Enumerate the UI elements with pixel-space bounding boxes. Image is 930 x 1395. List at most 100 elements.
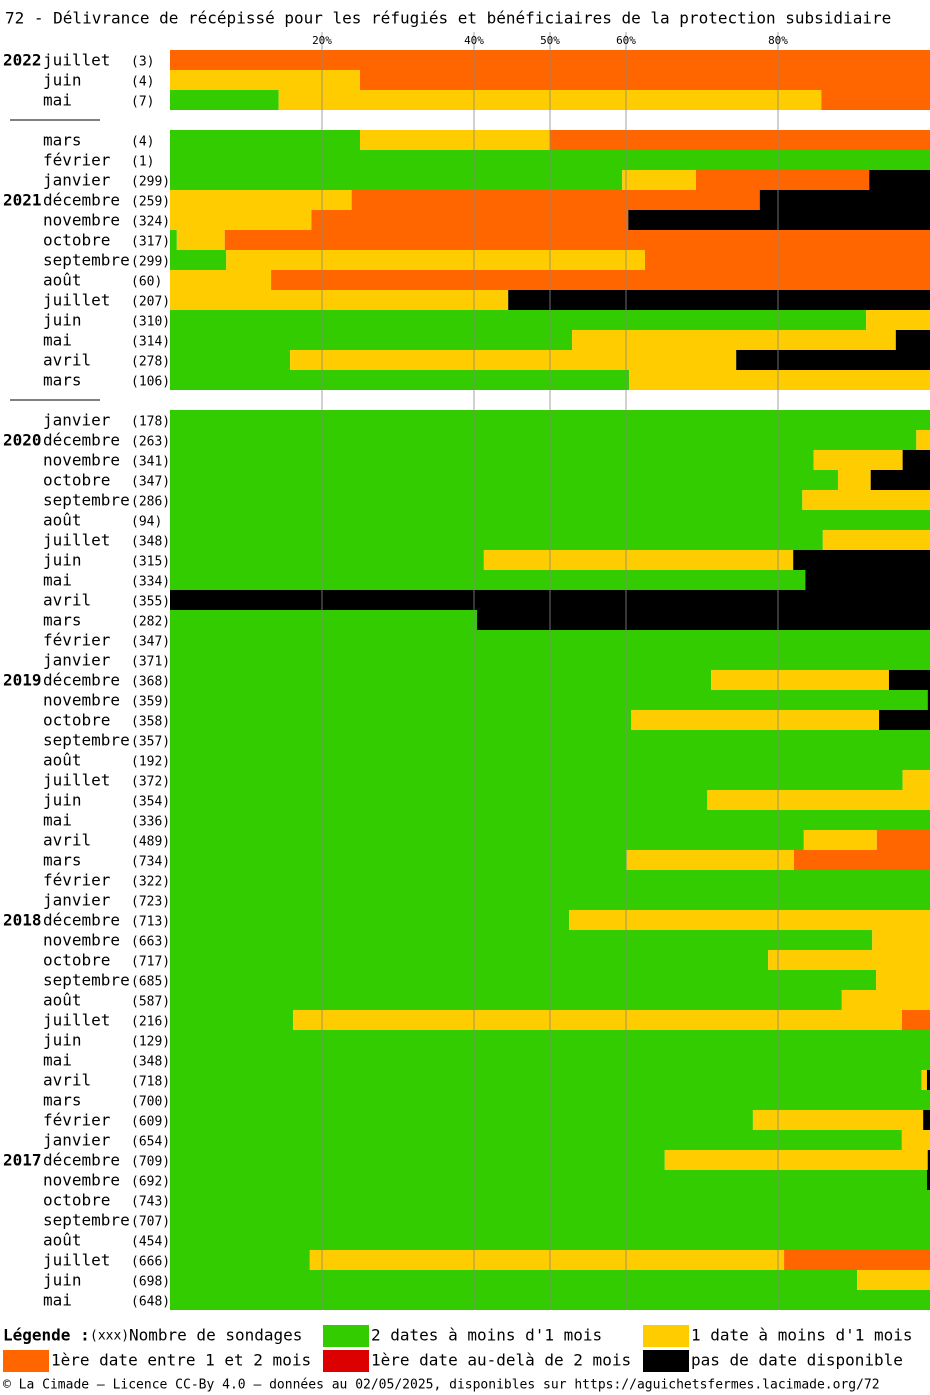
bar-segment	[170, 130, 360, 150]
bar-segment	[926, 1070, 930, 1090]
bar-segment	[170, 1250, 310, 1270]
month-label: janvier	[43, 651, 111, 670]
month-label: avril	[43, 351, 91, 370]
bar-segment	[170, 190, 352, 210]
count-label: (357)	[131, 735, 170, 750]
bar-segment	[629, 370, 930, 390]
month-label: avril	[43, 1071, 91, 1090]
count-label: (278)	[131, 355, 170, 370]
bar-segment	[170, 790, 708, 810]
bar-segment	[176, 230, 225, 250]
count-label: (707)	[131, 1215, 170, 1230]
month-label: avril	[43, 831, 91, 850]
count-label: (663)	[131, 935, 170, 950]
bar-segment	[888, 670, 930, 690]
legend-count-sample: (xxx)	[90, 1329, 129, 1344]
count-label: (685)	[131, 975, 170, 990]
bar-segment	[572, 330, 896, 350]
month-label: octobre	[43, 951, 110, 970]
month-label: mai	[43, 1051, 72, 1070]
count-label: (654)	[131, 1135, 170, 1150]
bar-segment	[802, 490, 930, 510]
bar-segment	[170, 350, 291, 370]
month-label: avril	[43, 591, 91, 610]
bar-segment	[170, 950, 769, 970]
legend-label: 1ère date entre 1 et 2 mois	[51, 1351, 311, 1370]
month-label: juillet	[43, 51, 110, 70]
bar-segment	[170, 990, 842, 1010]
count-label: (317)	[131, 235, 170, 250]
bar-segment	[822, 530, 930, 550]
bar-segment	[876, 830, 930, 850]
x-tick-label: 50%	[540, 34, 560, 47]
month-label: octobre	[43, 231, 110, 250]
bar-segment	[170, 710, 632, 730]
bar-segment	[622, 170, 696, 190]
bar-segment	[879, 710, 930, 730]
bar-segment	[170, 530, 823, 550]
month-label: septembre	[43, 1211, 130, 1230]
count-label: (666)	[131, 1255, 170, 1270]
legend-label: 1 date à moins d'1 mois	[691, 1326, 913, 1345]
bar-segment	[508, 290, 930, 310]
count-label: (698)	[131, 1275, 170, 1290]
bar-segment	[170, 370, 630, 390]
month-label: janvier	[43, 411, 111, 430]
count-label: (322)	[131, 875, 170, 890]
count-label: (717)	[131, 955, 170, 970]
month-label: janvier	[43, 891, 111, 910]
legend-swatch	[643, 1350, 689, 1372]
month-label: mai	[43, 571, 72, 590]
bar-segment	[707, 790, 930, 810]
bar-segment	[170, 450, 814, 470]
bar-segment	[838, 470, 871, 490]
month-label: septembre	[43, 251, 130, 270]
month-label: janvier	[43, 1131, 111, 1150]
bar-segment	[483, 550, 794, 570]
month-label: mars	[43, 131, 82, 150]
chart-title: 72 - Délivrance de récépissé pour les ré…	[5, 9, 891, 28]
bar-segment	[170, 570, 806, 590]
year-label: 2019	[3, 671, 42, 690]
bar-segment	[759, 190, 930, 210]
bar-segment	[752, 1110, 924, 1130]
count-label: (368)	[131, 675, 170, 690]
month-label: novembre	[43, 1171, 120, 1190]
bar-segment	[170, 170, 623, 190]
month-label: mars	[43, 371, 82, 390]
year-label: 2022	[3, 51, 42, 70]
month-label: mai	[43, 811, 72, 830]
month-label: décembre	[43, 1151, 120, 1170]
bar-segment	[360, 130, 550, 150]
count-label: (263)	[131, 435, 170, 450]
bar-segment	[768, 950, 930, 970]
bar-segment	[901, 1130, 930, 1150]
month-label: juillet	[43, 531, 110, 550]
count-label: (723)	[131, 895, 170, 910]
count-label: (4)	[131, 75, 154, 90]
bar-segment	[170, 550, 484, 570]
count-label: (314)	[131, 335, 170, 350]
legend-swatch	[323, 1325, 369, 1347]
month-label: novembre	[43, 451, 120, 470]
bar-segment	[170, 910, 569, 930]
bar-segment	[170, 850, 627, 870]
month-label: mai	[43, 91, 72, 110]
bar-segment	[876, 970, 930, 990]
legend-count-label: Nombre de sondages	[129, 1326, 302, 1345]
bar-segment	[664, 1150, 928, 1170]
bar-segment	[170, 610, 478, 630]
month-label: octobre	[43, 1191, 110, 1210]
year-label: 2018	[3, 911, 42, 930]
count-label: (734)	[131, 855, 170, 870]
count-label: (718)	[131, 1075, 170, 1090]
legend-label: pas de date disponible	[691, 1351, 903, 1370]
bar-segment	[170, 230, 177, 250]
month-label: février	[43, 1111, 111, 1130]
bar-segment	[569, 910, 930, 930]
count-label: (178)	[131, 415, 170, 430]
count-label: (454)	[131, 1235, 170, 1250]
month-label: août	[43, 751, 82, 770]
bar-segment	[170, 1170, 927, 1190]
